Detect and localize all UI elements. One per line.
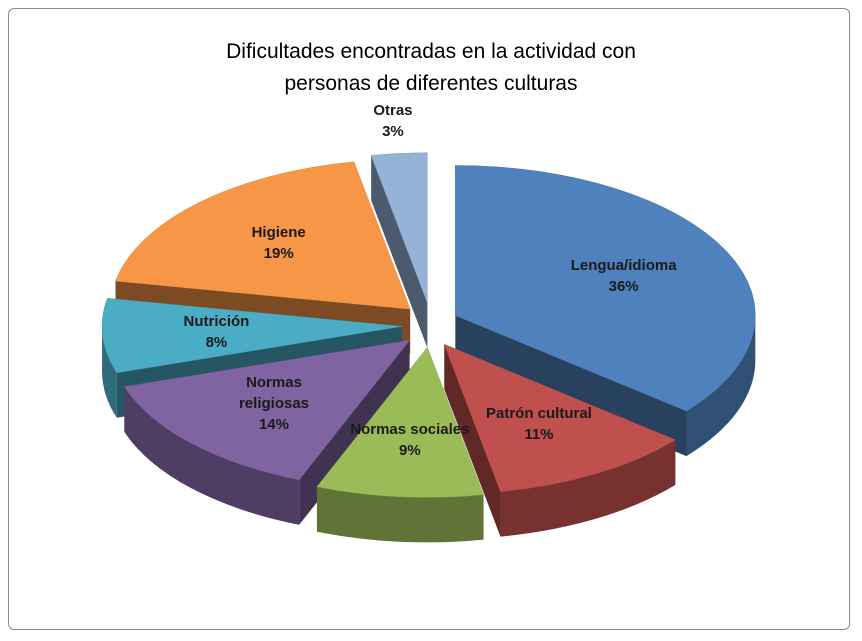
slice-wall — [444, 344, 501, 537]
slice-side — [316, 486, 484, 543]
chart-title: Dificultades encontradas en la actividad… — [226, 40, 636, 95]
slice-value-label: 36% — [608, 277, 639, 295]
slice — [115, 161, 411, 310]
slice-label: Lengua/idioma — [570, 256, 677, 274]
slice-label-group: Normas sociales 9% — [348, 419, 472, 461]
slice-wall — [371, 155, 428, 348]
slice-label: Otras — [373, 101, 413, 119]
slice — [455, 165, 756, 412]
slice-label-group: Nutrición 8% — [154, 311, 278, 353]
slice-value-label: 14% — [258, 416, 290, 434]
slice-label: Normas religiosas — [238, 374, 310, 413]
slice-label: Patrón cultural — [485, 405, 592, 423]
slice-label-group: Normas religiosas 14% — [212, 372, 336, 435]
slice-value-label: 8% — [205, 334, 228, 352]
chart-frame — [8, 8, 850, 630]
slice-value-label: 11% — [524, 426, 554, 444]
slice-value-label: 19% — [263, 245, 294, 263]
slice-label-group: Higiene 19% — [217, 222, 341, 264]
slice — [443, 343, 676, 492]
slice-label-group: Otras 3% — [331, 100, 455, 142]
slice-side — [500, 439, 676, 537]
slice — [123, 339, 411, 481]
slice-value-label: 9% — [399, 441, 421, 459]
slice — [370, 152, 428, 303]
slice-label: Nutrición — [183, 313, 250, 331]
slice-label: Higiene — [251, 224, 306, 242]
slice-side — [102, 326, 117, 418]
slice-side — [124, 386, 300, 525]
slice-label-group: Patrón cultural 11% — [477, 403, 601, 445]
slice — [316, 346, 484, 498]
slice-label: Normas sociales — [350, 420, 470, 438]
slice-label-group: Lengua/idioma 36% — [562, 255, 686, 297]
slice-value-label: 3% — [382, 122, 404, 140]
slice — [101, 298, 403, 374]
